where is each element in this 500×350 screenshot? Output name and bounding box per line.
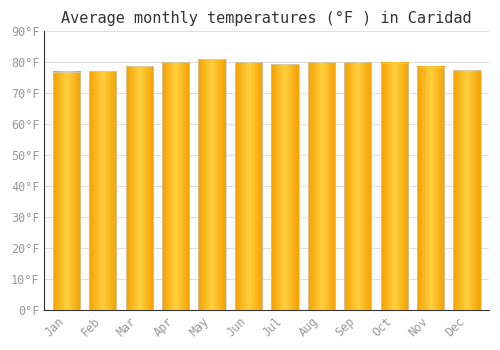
Bar: [198, 59, 226, 310]
Bar: [89, 71, 117, 310]
Title: Average monthly temperatures (°F ) in Caridad: Average monthly temperatures (°F ) in Ca…: [62, 11, 472, 26]
Bar: [454, 70, 480, 310]
Bar: [344, 62, 372, 310]
Bar: [162, 62, 190, 310]
Bar: [52, 72, 80, 310]
Bar: [417, 67, 444, 310]
Bar: [235, 62, 262, 310]
Bar: [380, 63, 408, 310]
Bar: [308, 62, 335, 310]
Bar: [271, 64, 298, 310]
Bar: [126, 66, 153, 310]
